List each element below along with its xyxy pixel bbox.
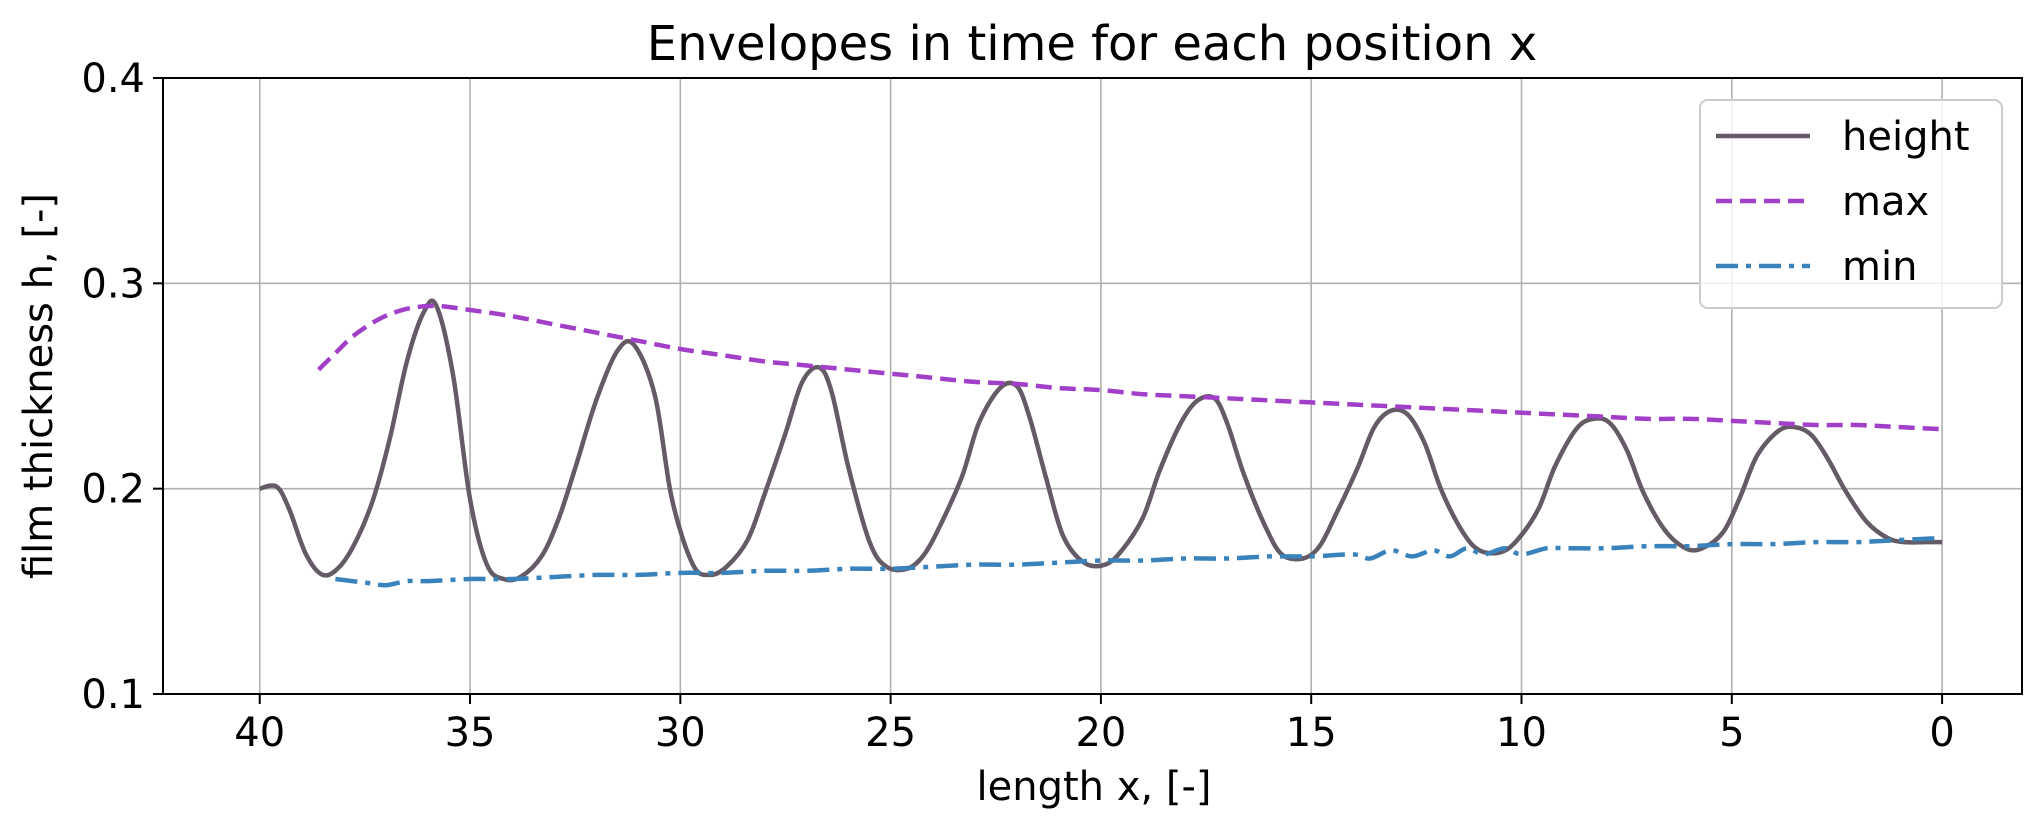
x-tick-label: 35 [445, 710, 496, 756]
legend-label-max: max [1842, 179, 1929, 225]
y-tick-label: 0.3 [81, 261, 145, 307]
x-tick-label: 15 [1286, 710, 1337, 756]
axis-ticks: 40 35 30 25 20 15 10 5 0 0.1 0.2 0.3 0.4 [81, 56, 1954, 756]
y-tick-label: 0.4 [81, 56, 145, 102]
series-line-min [335, 535, 1943, 588]
x-tick-label: 30 [655, 710, 706, 756]
series-line-max [317, 303, 1943, 432]
y-axis-label: film thickness h, [-] [16, 193, 62, 579]
legend-label-height: height [1842, 114, 1970, 160]
plot-series [259, 298, 1943, 588]
x-tick-label: 0 [1929, 710, 1954, 756]
x-tick-label: 25 [865, 710, 916, 756]
x-tick-label: 20 [1075, 710, 1126, 756]
legend-label-min: min [1842, 244, 1917, 290]
x-tick-label: 40 [234, 710, 285, 756]
plot-frame [162, 77, 2023, 695]
chart-title: Envelopes in time for each position x [647, 16, 1537, 72]
y-tick-label: 0.1 [81, 672, 145, 718]
series-line-height [259, 298, 1943, 583]
legend: height max min [1699, 99, 2003, 309]
x-axis-label: length x, [-] [977, 764, 1212, 810]
y-tick-label: 0.2 [81, 467, 145, 513]
legend-box [1699, 99, 2003, 309]
x-tick-label: 10 [1496, 710, 1547, 756]
x-tick-label: 5 [1719, 710, 1744, 756]
